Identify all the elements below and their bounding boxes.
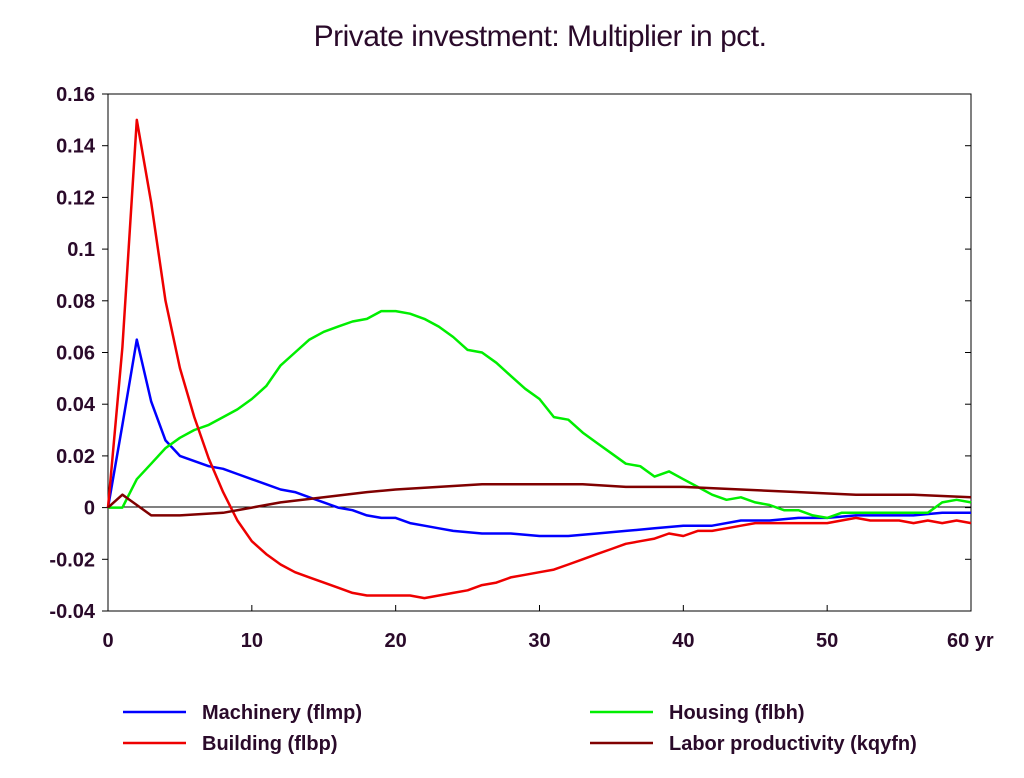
y-tick-label: 0.14: [56, 136, 96, 158]
y-tick-label: -0.02: [49, 549, 95, 571]
y-tick-label: 0.1: [67, 239, 95, 261]
y-axis: -0.04 -0.02 0 0.02 0.04 0.06 0.08 0.1 0.12 0.14 0.…: [49, 84, 971, 623]
series-line-3: [107, 483, 972, 517]
legend-label-1: Housing (flbh): [669, 702, 805, 724]
chart-title: Private investment: Multiplier in pct.: [313, 20, 767, 53]
y-tick-label: 0: [84, 498, 95, 520]
y-tick-label: -0.04: [49, 601, 95, 623]
legend-label-0: Machinery (flmp): [202, 702, 362, 724]
y-tick-label: 0.04: [56, 394, 96, 416]
y-tick-label: 0.12: [56, 187, 95, 209]
y-tick-label: 0.16: [56, 84, 95, 106]
x-tick-label: 40: [672, 630, 694, 652]
series-line-1: [108, 309, 972, 520]
y-tick-label: 0.06: [56, 343, 95, 365]
y-tick-label: 0.08: [56, 291, 95, 313]
y-tick-label: 0.02: [56, 446, 95, 468]
x-tick-label: 30: [528, 630, 550, 652]
x-axis: 0 10 20 30 40 50 60 yr: [102, 605, 994, 652]
series-line-0: [106, 338, 971, 538]
plot-frame: [107, 93, 972, 612]
x-tick-label: 10: [241, 630, 263, 652]
x-tick-label: 20: [385, 630, 407, 652]
series-lines: [106, 118, 972, 600]
x-tick-label: 60 yr: [947, 630, 994, 652]
legend-label-2: Building (flbp): [202, 733, 338, 755]
series-line-2: [106, 118, 972, 600]
x-tick-label: 0: [102, 630, 113, 652]
legend-label-3: Labor productivity (kqyfn): [669, 733, 917, 755]
legend: Machinery (flmp) Housing (flbh) Building (…: [123, 702, 917, 755]
x-tick-label: 50: [816, 630, 838, 652]
